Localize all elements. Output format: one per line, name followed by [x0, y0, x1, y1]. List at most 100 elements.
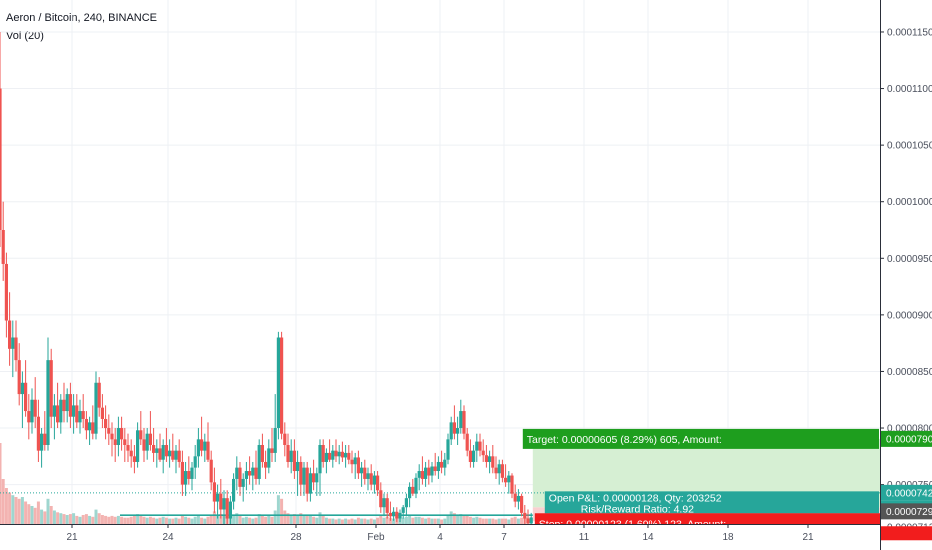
- time-tick-label: 7: [501, 532, 507, 543]
- volume-bar: [56, 512, 60, 524]
- candle-body: [75, 405, 79, 423]
- candle-body: [139, 430, 143, 440]
- candle-body: [20, 382, 24, 395]
- volume-bar: [366, 519, 370, 524]
- volume-bar: [104, 515, 108, 524]
- candle-body: [206, 441, 210, 460]
- candle-body: [187, 471, 191, 479]
- volume-bar: [264, 516, 268, 524]
- candle-body: [148, 433, 152, 445]
- volume-bar: [196, 515, 200, 524]
- candle-body: [84, 418, 88, 431]
- volume-bar: [248, 517, 252, 524]
- volume-bar: [120, 516, 124, 524]
- time-tick-label: 28: [290, 532, 302, 543]
- volume-bar: [193, 516, 197, 524]
- volume-bar: [350, 518, 354, 524]
- volume-bar: [520, 517, 524, 524]
- volume-bar: [305, 515, 309, 524]
- candle-body: [456, 428, 460, 434]
- candle-body: [65, 394, 69, 412]
- candle-body: [254, 467, 258, 479]
- volume-bar: [171, 518, 175, 524]
- pl-label-box: [544, 491, 879, 514]
- candle-body: [440, 461, 444, 468]
- candle-body: [472, 450, 476, 462]
- target-label-box: [522, 428, 879, 449]
- volume-bar: [424, 518, 428, 524]
- price-badge-label: 0.00007299: [886, 507, 932, 518]
- candle-body: [164, 445, 168, 457]
- candle-body: [177, 450, 181, 462]
- candle-body: [91, 422, 95, 434]
- candle-body: [500, 464, 504, 478]
- volume-bar: [433, 518, 437, 524]
- volume-bar: [177, 518, 181, 524]
- volume-bar: [417, 516, 421, 524]
- volume-bar: [289, 515, 293, 524]
- candle-body: [324, 452, 328, 462]
- candle-body: [116, 428, 120, 445]
- volume-bar: [340, 519, 344, 524]
- time-tick-label: Feb: [367, 532, 385, 543]
- candle-body: [443, 459, 447, 468]
- volume-bar: [497, 518, 501, 524]
- candle-body: [171, 450, 175, 460]
- candle-body: [299, 461, 303, 485]
- volume-bar: [334, 519, 338, 524]
- volume-bar: [168, 518, 172, 524]
- volume-bar: [475, 516, 479, 524]
- candle-body: [376, 475, 380, 491]
- volume-bar: [200, 517, 204, 524]
- candle-body: [366, 473, 370, 479]
- candle-body: [289, 450, 293, 462]
- candle-body: [436, 461, 440, 472]
- volume-bar: [472, 517, 476, 524]
- volume-bar: [212, 511, 216, 524]
- volume-bar: [408, 515, 412, 524]
- time-tick-label: 21: [66, 532, 78, 543]
- volume-bar: [187, 517, 191, 524]
- candle-body: [363, 467, 367, 479]
- candle-body: [155, 448, 159, 453]
- volume-bar: [270, 516, 274, 524]
- target-label: Target: 0.00000605 (8.29%) 605, Amount:: [527, 434, 722, 446]
- volume-bar: [142, 516, 146, 524]
- candle-body: [123, 439, 127, 445]
- volume-bar: [427, 517, 431, 524]
- volume-bar: [203, 518, 207, 524]
- volume-bar: [148, 516, 152, 524]
- volume-bar: [206, 516, 210, 524]
- volume-bar: [388, 517, 392, 524]
- candle-body: [14, 337, 18, 361]
- candle-body: [420, 471, 424, 479]
- volume-bar: [267, 515, 271, 524]
- volume-bar: [302, 515, 306, 524]
- candle-body: [180, 461, 184, 485]
- volume-bar: [379, 515, 383, 524]
- candle-body: [302, 467, 306, 485]
- price-badge: [881, 503, 932, 520]
- price-badge: [881, 484, 932, 501]
- volume-bar: [78, 516, 82, 524]
- time-axis[interactable]: 21 24 28 Feb 4 7 11 14 18 21: [0, 524, 880, 550]
- candle-body: [264, 461, 268, 468]
- chart-legend-indicator[interactable]: Vol (20): [6, 30, 44, 42]
- volume-bar: [94, 509, 98, 524]
- candle-body: [62, 399, 66, 412]
- volume-bar: [513, 516, 517, 524]
- candle-body: [446, 439, 450, 460]
- candle-body: [321, 445, 325, 462]
- candle-body: [145, 433, 149, 451]
- candle-body: [427, 467, 431, 476]
- volume-bar: [14, 497, 18, 524]
- volume-bar: [488, 518, 492, 524]
- candle-body: [267, 448, 271, 468]
- candle-body: [97, 382, 101, 408]
- candle-body: [328, 452, 332, 460]
- candle-body: [401, 507, 405, 513]
